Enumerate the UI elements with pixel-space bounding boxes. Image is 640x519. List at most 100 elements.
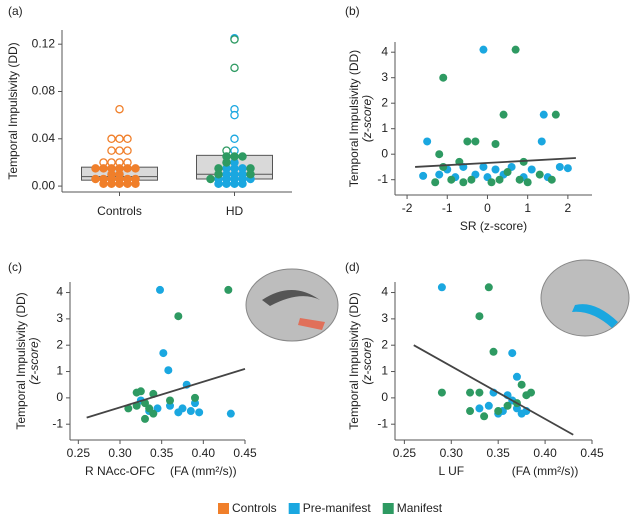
y-tick-label: 2 bbox=[56, 337, 63, 351]
legend-swatch bbox=[382, 503, 394, 514]
point bbox=[491, 140, 500, 148]
point bbox=[479, 162, 488, 171]
y-tick-label: 2 bbox=[381, 95, 388, 109]
x-tick-label: 0 bbox=[484, 201, 491, 215]
point bbox=[511, 45, 520, 54]
regression-line bbox=[413, 344, 574, 436]
point bbox=[186, 407, 195, 416]
point bbox=[503, 401, 512, 410]
y-tick-label: 4 bbox=[381, 285, 388, 299]
y-tick-label: 4 bbox=[381, 44, 388, 58]
point bbox=[487, 178, 496, 187]
point bbox=[123, 134, 132, 144]
point bbox=[178, 404, 187, 413]
x-tick-label: -1 bbox=[442, 201, 453, 215]
point bbox=[475, 388, 484, 397]
point bbox=[166, 396, 174, 405]
x-axis-unit: (FA (mm²/s)) bbox=[170, 464, 237, 478]
point bbox=[437, 388, 446, 397]
point bbox=[123, 146, 132, 155]
x-tick-label: 0.40 bbox=[533, 446, 557, 460]
point bbox=[475, 312, 484, 321]
point bbox=[131, 164, 140, 173]
point bbox=[115, 134, 124, 144]
x-tick-label: Controls bbox=[97, 204, 142, 218]
point bbox=[115, 104, 124, 114]
point bbox=[489, 347, 498, 356]
point bbox=[491, 165, 500, 174]
point bbox=[466, 407, 475, 416]
regression-line bbox=[86, 368, 246, 419]
x-tick-label: 0.25 bbox=[67, 446, 91, 460]
point bbox=[547, 175, 556, 184]
point bbox=[246, 170, 255, 179]
point bbox=[479, 45, 488, 54]
point bbox=[467, 175, 476, 184]
y-tick-label: 0.00 bbox=[32, 178, 56, 192]
point bbox=[435, 170, 444, 179]
point bbox=[107, 179, 116, 188]
y-tick-label: 3 bbox=[56, 311, 63, 325]
x-tick-label: 0.35 bbox=[150, 446, 174, 460]
y-tick-label: 0 bbox=[381, 146, 388, 160]
x-tick-label: 0.35 bbox=[487, 446, 511, 460]
point bbox=[195, 408, 204, 417]
y-axis-label: Temporal Impulsivity (DD) bbox=[14, 292, 28, 429]
panel-label: (c) bbox=[8, 260, 22, 274]
x-tick-label: 1 bbox=[524, 201, 531, 215]
y-tick-label: 4 bbox=[56, 285, 63, 299]
point bbox=[230, 152, 239, 161]
point bbox=[230, 179, 239, 188]
point bbox=[230, 134, 239, 144]
point bbox=[115, 146, 124, 155]
point bbox=[124, 404, 133, 413]
x-tick-label: 2 bbox=[565, 201, 572, 215]
x-tick-label: HD bbox=[226, 204, 244, 218]
point bbox=[91, 174, 100, 184]
x-axis-label: SR (z-score) bbox=[460, 219, 527, 233]
point bbox=[123, 179, 132, 188]
y-tick-label: -1 bbox=[377, 416, 388, 430]
point bbox=[519, 157, 528, 166]
legend: Controls Pre-manifest Manifest bbox=[218, 501, 443, 515]
y-tick-label: 1 bbox=[381, 364, 388, 378]
point bbox=[527, 165, 536, 174]
point bbox=[164, 366, 173, 375]
y-tick-label: 0.12 bbox=[32, 36, 56, 50]
point bbox=[131, 179, 140, 188]
legend-swatch bbox=[218, 503, 229, 514]
legend-swatch bbox=[288, 503, 300, 514]
point bbox=[495, 175, 504, 184]
point bbox=[423, 137, 432, 146]
x-tick-label: 0.45 bbox=[580, 446, 604, 460]
point bbox=[459, 178, 468, 187]
y-tick-label: 3 bbox=[381, 311, 388, 325]
point bbox=[508, 349, 517, 358]
point bbox=[224, 285, 233, 294]
point bbox=[141, 414, 149, 423]
point bbox=[555, 162, 564, 171]
point bbox=[563, 164, 572, 173]
legend-label: Controls bbox=[232, 501, 277, 515]
y-tick-label: 0 bbox=[381, 390, 388, 404]
x-axis-unit: (FA (mm²/s)) bbox=[512, 464, 579, 478]
point bbox=[115, 179, 124, 188]
point bbox=[238, 179, 247, 188]
point bbox=[91, 164, 100, 173]
point bbox=[238, 152, 247, 161]
legend-label: Manifest bbox=[397, 501, 443, 515]
point bbox=[214, 179, 223, 188]
point bbox=[222, 179, 231, 188]
point bbox=[447, 175, 456, 184]
point bbox=[475, 404, 484, 413]
x-tick-label: 0.45 bbox=[233, 446, 257, 460]
x-tick-label: -2 bbox=[402, 201, 413, 215]
point bbox=[494, 407, 503, 416]
point bbox=[523, 178, 532, 187]
point bbox=[156, 285, 164, 294]
point bbox=[515, 175, 524, 184]
point bbox=[149, 409, 158, 418]
point bbox=[551, 110, 560, 119]
y-tick-label: -1 bbox=[377, 172, 388, 186]
